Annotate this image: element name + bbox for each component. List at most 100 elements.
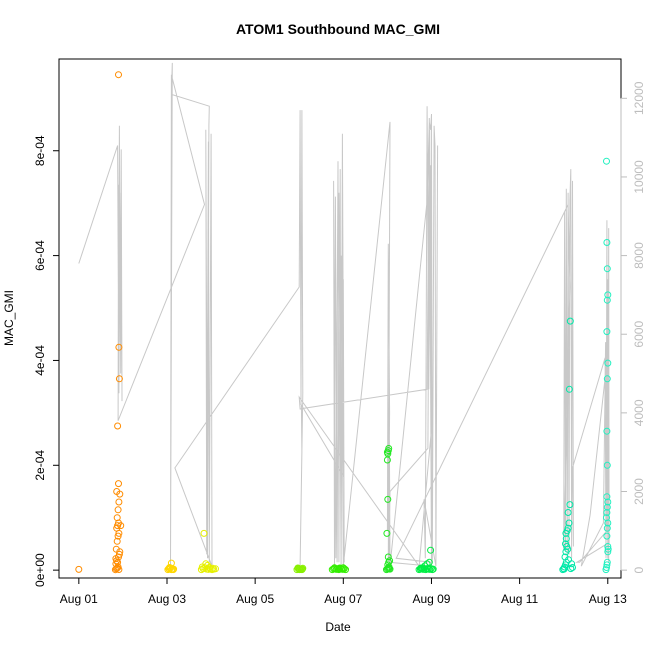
data-point-2-10 [202, 560, 210, 568]
data-point-0-5 [115, 566, 123, 573]
data-point-8-10 [603, 503, 611, 511]
data-point-4-11 [331, 564, 338, 572]
data-point-8-21 [603, 239, 611, 246]
chart-title: ATOM1 Southbound MAC_GMI [236, 21, 440, 37]
data-point-7-12 [564, 524, 572, 532]
data-point-1-6 [166, 564, 174, 571]
data-point-7-22 [564, 545, 572, 553]
data-point-8-1 [603, 564, 610, 571]
data-point-1-9 [169, 566, 177, 574]
data-point-7-14 [564, 509, 572, 516]
x-tick-label: Aug 09 [412, 592, 450, 606]
data-point-8-8 [603, 514, 610, 522]
y-left-tick-label: 4e-04 [33, 345, 47, 376]
data-point-8-11 [604, 498, 612, 506]
data-point-0-0 [75, 565, 83, 573]
data-point-7-16 [565, 385, 573, 393]
data-point-4-13 [339, 564, 347, 572]
data-point-0-26 [115, 343, 123, 351]
y-axis-left: 0e+00 2e-04 4e-04 6e-04 8e-04 [33, 135, 60, 587]
data-point-8-2 [603, 561, 611, 569]
scatter-points-layer [75, 71, 612, 574]
y-axis-label: MAC_GMI [2, 290, 16, 346]
data-point-7-9 [562, 535, 570, 543]
data-point-5-6 [386, 557, 394, 565]
data-point-0-10 [115, 550, 123, 558]
data-point-2-12 [209, 564, 217, 572]
data-point-8-6 [603, 524, 611, 532]
line-series-path [78, 62, 610, 568]
data-point-6-14 [425, 558, 433, 566]
data-point-0-8 [114, 558, 122, 566]
data-point-7-23 [565, 556, 572, 564]
y-axis-right: 0 2000 4000 6000 8000 10000 12000 [620, 81, 646, 573]
y-right-tick-label: 6000 [632, 321, 646, 348]
data-point-6-16 [417, 564, 425, 572]
data-point-3-9 [298, 565, 306, 573]
y-right-tick-label: 0 [632, 566, 646, 573]
data-point-8-24 [603, 157, 610, 165]
y-left-tick-label: 2e-04 [33, 450, 47, 481]
data-point-7-13 [565, 519, 573, 527]
x-tick-label: Aug 03 [148, 592, 186, 606]
data-point-0-29 [116, 548, 124, 556]
x-axis-label: Date [325, 620, 351, 634]
data-point-8-23 [604, 543, 612, 550]
y-right-tick-label: 10000 [632, 160, 646, 194]
data-point-2-14 [205, 564, 213, 571]
y-right-tick-label: 8000 [632, 242, 646, 269]
y-right-tick-label: 12000 [632, 81, 646, 115]
data-point-8-3 [603, 558, 611, 566]
data-point-6-17 [429, 565, 437, 573]
data-point-0-19 [114, 506, 122, 514]
data-point-6-8 [426, 565, 434, 573]
data-point-7-15 [566, 501, 574, 509]
data-point-4-14 [334, 565, 342, 573]
x-tick-label: Aug 11 [501, 592, 538, 606]
data-point-8-13 [603, 461, 611, 469]
y-left-tick-label: 8e-04 [33, 135, 47, 166]
data-point-2-11 [200, 529, 208, 537]
data-point-8-9 [603, 509, 611, 516]
data-point-8-17 [603, 328, 611, 336]
data-point-0-23 [115, 480, 122, 488]
data-point-5-13 [385, 445, 393, 452]
y-left-tick-label: 6e-04 [33, 240, 47, 271]
data-point-0-27 [115, 71, 122, 79]
data-point-3-7 [294, 564, 302, 572]
data-point-8-12 [603, 493, 611, 501]
x-tick-label: Aug 05 [236, 592, 274, 606]
data-point-0-24 [114, 422, 122, 430]
data-point-7-18 [569, 564, 576, 571]
data-point-0-12 [113, 537, 121, 545]
data-point-0-28 [117, 522, 125, 530]
data-point-0-30 [112, 555, 120, 563]
data-point-7-19 [567, 565, 575, 573]
data-point-5-8 [383, 529, 391, 537]
data-point-0-22 [116, 490, 124, 498]
x-tick-label: Aug 01 [60, 592, 98, 606]
y-right-tick-label: 2000 [632, 478, 646, 505]
data-point-8-4 [604, 548, 612, 556]
y-left-tick-label: 0e+00 [33, 553, 47, 587]
data-point-8-22 [604, 545, 612, 553]
data-point-0-18 [113, 514, 121, 522]
data-point-0-6 [112, 560, 120, 568]
y-right-tick-label: 4000 [632, 399, 646, 426]
data-point-8-15 [603, 375, 611, 383]
data-point-5-9 [384, 495, 392, 503]
x-tick-label: Aug 07 [324, 592, 362, 606]
data-point-8-18 [603, 296, 611, 304]
data-point-6-15 [427, 546, 435, 554]
data-point-2-13 [204, 561, 211, 569]
data-point-8-14 [603, 427, 611, 435]
x-tick-label: Aug 13 [589, 592, 627, 606]
data-point-8-19 [604, 291, 612, 299]
line-series-layer [78, 62, 610, 568]
data-point-0-25 [115, 375, 123, 383]
data-point-8-5 [603, 532, 611, 540]
x-axis: Aug 01 Aug 03 Aug 05 Aug 07 Aug 09 Aug 11 Aug … [60, 577, 627, 606]
data-point-1-8 [165, 565, 173, 573]
data-point-8-16 [604, 359, 612, 367]
data-point-8-20 [603, 265, 611, 273]
